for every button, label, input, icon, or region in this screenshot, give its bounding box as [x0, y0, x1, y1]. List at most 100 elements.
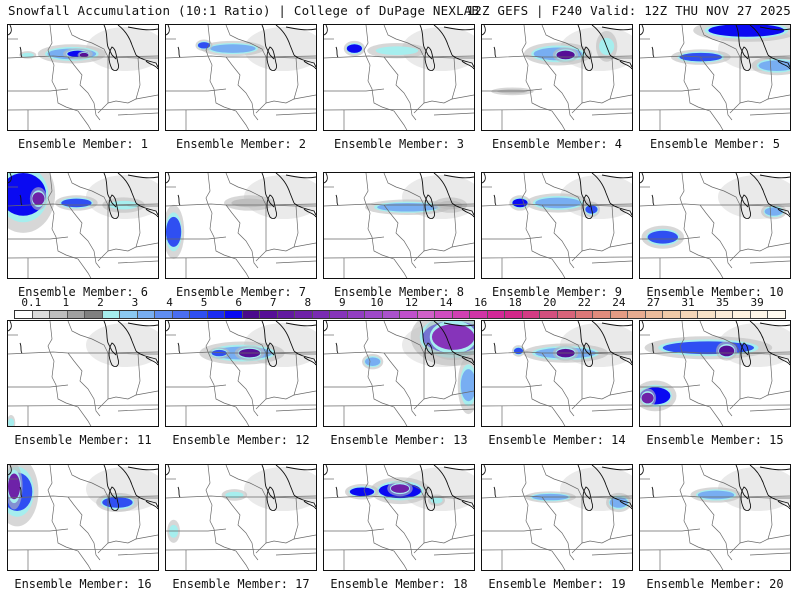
state-border [166, 88, 227, 92]
coastline [433, 465, 453, 496]
state-border [363, 465, 408, 570]
coastline [335, 46, 339, 58]
coastline [577, 25, 591, 60]
ensemble-member-panel [165, 320, 317, 427]
snowfall-contour [758, 60, 790, 72]
state-border [729, 205, 741, 262]
state-border [324, 404, 474, 407]
snowfall-map [8, 465, 158, 570]
state-border [679, 173, 724, 278]
ensemble-member-caption: Ensemble Member: 1 [17, 137, 149, 151]
snowfall-map [166, 25, 316, 130]
colorbar-tick-label: 20 [543, 296, 557, 309]
coastline [285, 174, 316, 179]
ensemble-member-caption: Ensemble Member: 11 [14, 433, 152, 447]
state-border [275, 408, 316, 412]
state-border [640, 256, 790, 259]
state-border [67, 496, 101, 561]
coastline [275, 25, 295, 56]
colorbar-tick-label: 16 [473, 296, 488, 309]
colorbar-tick-label: 27 [646, 296, 661, 309]
colorbar-tick-label: 18 [508, 296, 522, 309]
colorbar-segment [277, 311, 296, 318]
state-border [166, 236, 227, 240]
ensemble-member-caption: Ensemble Member: 7 [175, 285, 307, 299]
snowfall-map [640, 173, 790, 278]
state-border [47, 173, 92, 278]
coastline [577, 465, 591, 500]
coastline [117, 173, 137, 204]
snowfall-map [324, 321, 474, 426]
state-border [383, 352, 417, 417]
ensemble-member-caption: Ensemble Member: 4 [491, 137, 623, 151]
coastline [324, 25, 328, 36]
ensemble-member-caption: Ensemble Member: 17 [172, 577, 310, 591]
ensemble-member-panel [7, 24, 159, 131]
snowfall-contour [535, 197, 581, 209]
colorbar-tick-label: 4 [166, 296, 173, 309]
state-border [8, 384, 69, 388]
colorbar-segment [330, 311, 348, 318]
state-border [541, 173, 583, 206]
coastline [177, 46, 181, 58]
coastline [285, 322, 316, 327]
coastline [443, 466, 474, 471]
colorbar-tick-label: 12 [404, 296, 419, 309]
colorbar-segment [733, 311, 751, 318]
coastline [591, 173, 611, 204]
snowfall-contour [32, 192, 45, 206]
state-border [433, 552, 474, 556]
state-border [609, 534, 632, 540]
state-border [767, 242, 790, 248]
colorbar-tick-label: 7 [269, 296, 277, 309]
state-border [97, 353, 109, 410]
coastline [609, 202, 632, 216]
coastline [461, 208, 474, 218]
state-border [609, 94, 632, 100]
colorbar-segment [593, 311, 611, 318]
colorbar-segment [207, 311, 226, 318]
coastline [8, 173, 12, 184]
state-border [482, 548, 632, 551]
coastline [433, 173, 453, 204]
coastline [145, 208, 158, 218]
snowfall-contour [349, 487, 375, 497]
state-border [609, 242, 632, 248]
coastline [166, 321, 170, 332]
colorbar-segment [172, 311, 191, 318]
snowfall-contour [697, 490, 735, 500]
state-border [47, 321, 92, 426]
coastline [285, 466, 316, 471]
snowfall-contour [390, 484, 410, 493]
coastline [735, 321, 749, 356]
colorbar-segment [663, 311, 681, 318]
state-border [571, 57, 583, 114]
colorbar-tick-label: 5 [200, 296, 208, 309]
coastline [493, 342, 497, 354]
colorbar-segment [85, 311, 103, 318]
coastline [619, 60, 632, 70]
ensemble-member-caption: Ensemble Member: 20 [646, 577, 784, 591]
coastline [591, 25, 611, 56]
coastline [117, 321, 137, 352]
coastline [19, 194, 23, 206]
coastline [601, 322, 632, 327]
ensemble-member-panel [165, 24, 317, 131]
coastline [424, 194, 435, 220]
colorbar-segment [67, 311, 86, 318]
coastline [443, 26, 474, 31]
snowfall-contour [79, 52, 89, 58]
state-border [8, 548, 158, 551]
colorbar-tick-label: 24 [612, 296, 626, 309]
coastline [303, 500, 316, 510]
state-border [591, 112, 632, 116]
state-border [383, 496, 417, 561]
ensemble-member-panel [165, 464, 317, 571]
coastline [293, 202, 316, 216]
coastline [303, 60, 316, 70]
coastline [767, 54, 790, 68]
coastline [582, 342, 593, 368]
colorbar-segment [557, 311, 576, 318]
state-border [729, 353, 741, 410]
state-border [482, 256, 632, 259]
